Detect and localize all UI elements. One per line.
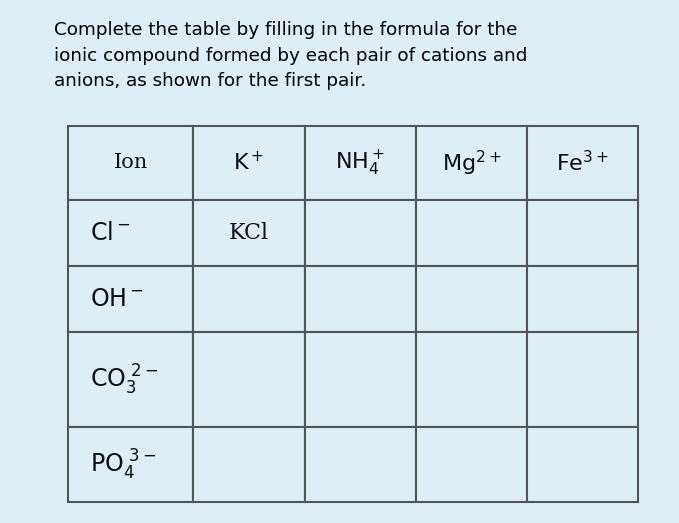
Bar [416, 427, 527, 502]
Text: $\mathregular{K^+}$: $\mathregular{K^+}$ [234, 151, 265, 175]
Bar [194, 266, 305, 332]
Bar [194, 332, 305, 427]
Text: KCl: KCl [229, 222, 269, 244]
Text: $\mathregular{PO_4^{\ 3-}}$: $\mathregular{PO_4^{\ 3-}}$ [90, 448, 157, 482]
Bar [416, 200, 527, 266]
Bar [305, 126, 416, 200]
Bar [194, 427, 305, 502]
Bar [68, 427, 194, 502]
Bar [305, 332, 416, 427]
Text: $\mathregular{OH^-}$: $\mathregular{OH^-}$ [90, 287, 145, 311]
Text: $\mathregular{Mg^{2+}}$: $\mathregular{Mg^{2+}}$ [441, 149, 501, 177]
Text: Ion: Ion [113, 153, 148, 173]
Bar [416, 266, 527, 332]
Text: $\mathregular{NH_4^+}$: $\mathregular{NH_4^+}$ [335, 149, 385, 178]
Bar [194, 200, 305, 266]
Bar [68, 332, 194, 427]
Bar [68, 126, 194, 200]
Text: Complete the table by filling in the formula for the
ionic compound formed by ea: Complete the table by filling in the for… [54, 21, 528, 90]
Bar [194, 126, 305, 200]
Text: $\mathregular{Fe^{3+}}$: $\mathregular{Fe^{3+}}$ [556, 150, 609, 176]
Bar [527, 200, 638, 266]
Bar [305, 427, 416, 502]
Bar [416, 332, 527, 427]
Bar [416, 126, 527, 200]
Bar [305, 266, 416, 332]
Bar [68, 200, 194, 266]
Bar [305, 200, 416, 266]
Text: $\mathregular{CO_3^{\ 2-}}$: $\mathregular{CO_3^{\ 2-}}$ [90, 362, 159, 396]
Bar [527, 126, 638, 200]
Bar [527, 266, 638, 332]
Bar [68, 266, 194, 332]
Bar [527, 332, 638, 427]
Bar [527, 427, 638, 502]
Text: $\mathregular{Cl^-}$: $\mathregular{Cl^-}$ [90, 221, 131, 245]
